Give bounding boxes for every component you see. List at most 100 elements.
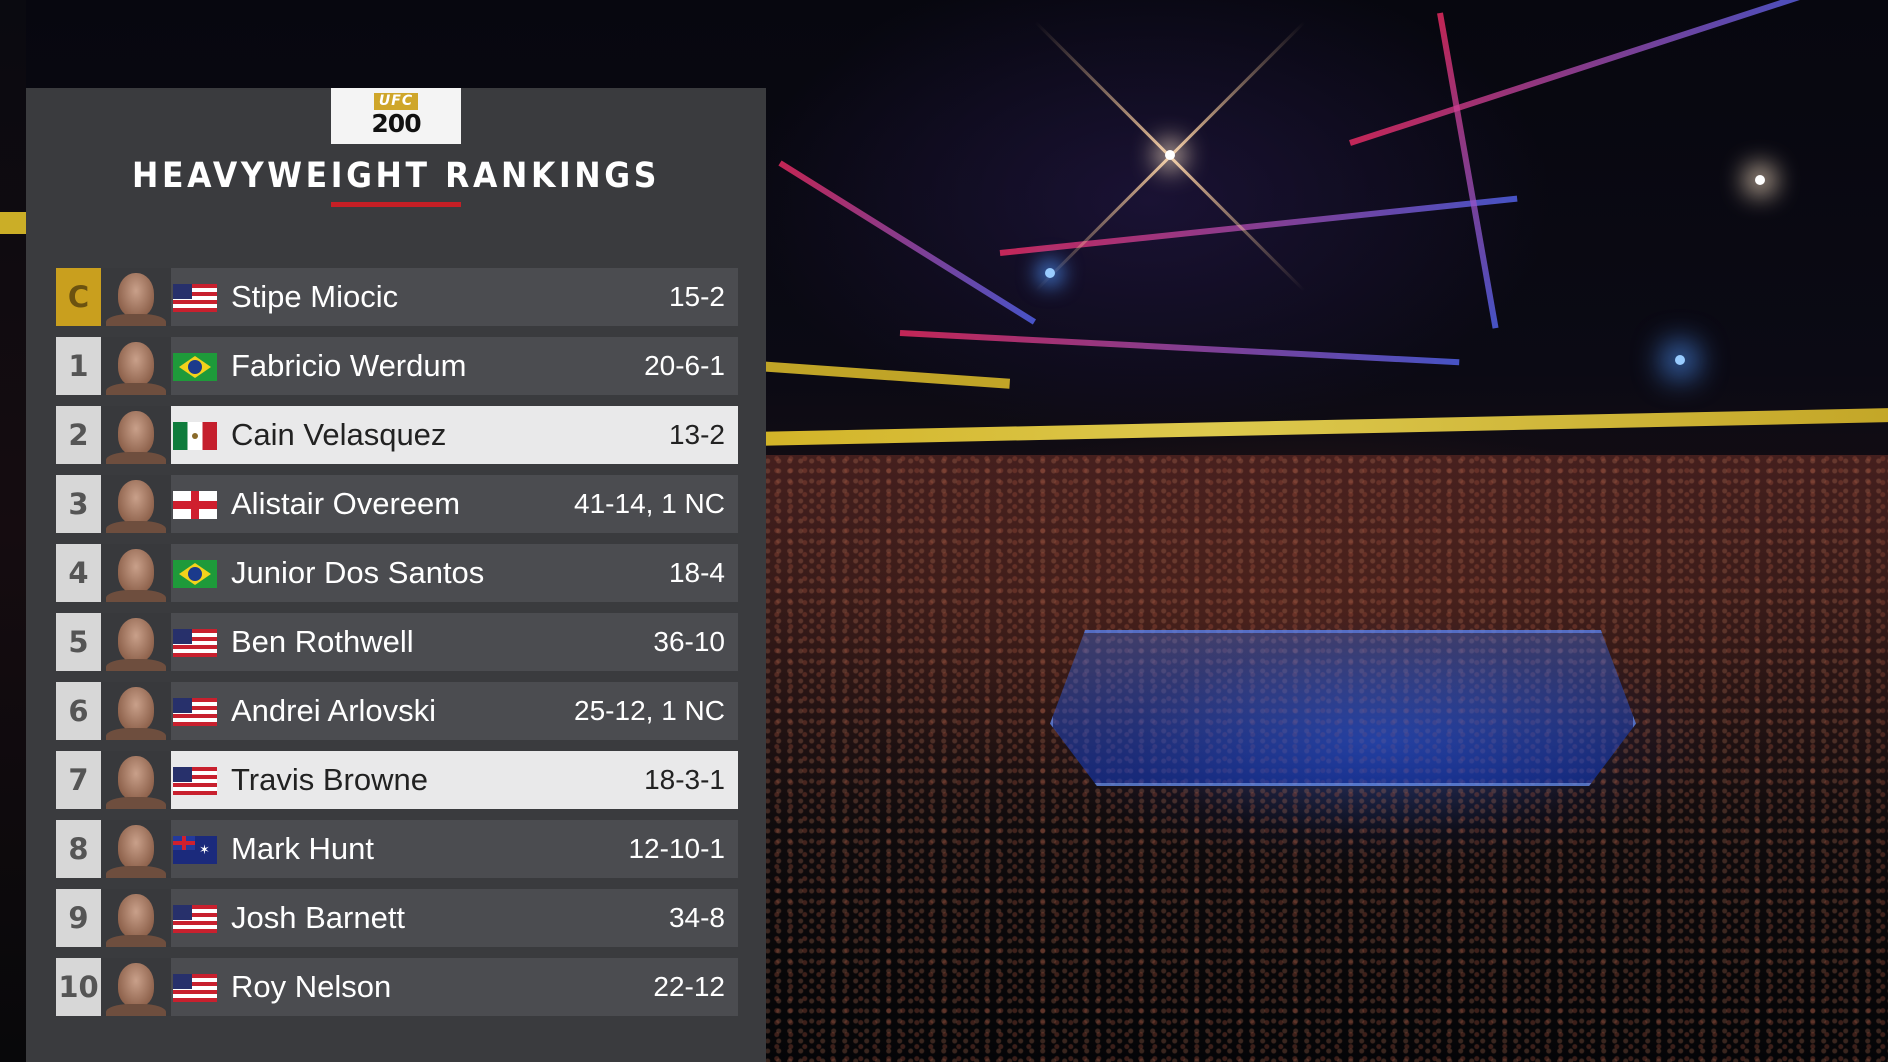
fighter-head	[118, 618, 154, 662]
ranking-row: 10 Roy Nelson 22-12	[56, 958, 738, 1016]
title-underline	[331, 202, 461, 207]
ranking-row: 9 Josh Barnett 34-8	[56, 889, 738, 947]
fighter-record: 18-3-1	[644, 764, 725, 795]
rank-badge: 3	[56, 475, 101, 533]
lighting-truss	[899, 330, 1460, 366]
fighter-bar: Fabricio Werdum 20-6-1	[171, 337, 738, 395]
fighter-shoulders	[106, 866, 166, 878]
fighter-photo	[101, 613, 171, 671]
fighter-photo	[101, 406, 171, 464]
fighter-photo	[101, 475, 171, 533]
flag-en-icon	[173, 491, 217, 519]
rankings-panel: UFC 200 HEAVYWEIGHT RANKINGS C Stipe Mio…	[26, 88, 766, 1062]
fighter-shoulders	[106, 383, 166, 395]
lighting-truss	[1349, 0, 1827, 146]
lighting-truss	[778, 160, 1037, 325]
fighter-record: 20-6-1	[644, 350, 725, 381]
fighter-bar: Mark Hunt 12-10-1	[171, 820, 738, 878]
fighter-head	[118, 963, 154, 1007]
fighter-bar: Alistair Overeem 41-14, 1 NC	[171, 475, 738, 533]
fighter-name: Travis Browne	[231, 762, 428, 797]
fighter-record: 41-14, 1 NC	[574, 488, 725, 519]
fighter-record: 22-12	[653, 971, 725, 1002]
ranking-row: 3 Alistair Overeem 41-14, 1 NC	[56, 475, 738, 533]
flag-br-icon	[173, 560, 217, 588]
fighter-name: Cain Velasquez	[231, 417, 447, 452]
rank-badge: 6	[56, 682, 101, 740]
ufc-logo-text: UFC	[373, 93, 419, 110]
fighter-photo	[101, 820, 171, 878]
fighter-shoulders	[106, 728, 166, 740]
flag-us-icon	[173, 974, 217, 1002]
lighting-truss	[1437, 12, 1499, 329]
fighter-photo	[101, 682, 171, 740]
fighter-record: 15-2	[668, 281, 725, 312]
rank-badge: 2	[56, 406, 101, 464]
flag-mx-icon	[173, 422, 217, 450]
fighter-bar: Josh Barnett 34-8	[171, 889, 738, 947]
flag-us-icon	[173, 284, 217, 312]
fighter-record: 13-2	[668, 419, 725, 450]
fighter-bar: Stipe Miocic 15-2	[171, 268, 738, 326]
fighter-head	[118, 549, 154, 593]
fighter-name: Mark Hunt	[231, 831, 374, 866]
rank-badge: 7	[56, 751, 101, 809]
ranking-row: 4 Junior Dos Santos 18-4	[56, 544, 738, 602]
fighter-name: Stipe Miocic	[231, 279, 399, 314]
ranking-row: C Stipe Miocic 15-2	[56, 268, 738, 326]
fighter-photo	[101, 268, 171, 326]
ranking-row: 1 Fabricio Werdum 20-6-1	[56, 337, 738, 395]
fighter-name: Junior Dos Santos	[231, 555, 485, 590]
flag-br-icon	[173, 353, 217, 381]
left-edge	[0, 0, 26, 1062]
event-logo: UFC 200	[331, 88, 461, 144]
flag-au-icon	[173, 836, 217, 864]
fighter-record: 18-4	[668, 557, 725, 588]
fighter-bar: Junior Dos Santos 18-4	[171, 544, 738, 602]
fighter-shoulders	[106, 314, 166, 326]
fighter-bar: Andrei Arlovski 25-12, 1 NC	[171, 682, 738, 740]
ranking-row: 8 Mark Hunt 12-10-1	[56, 820, 738, 878]
fighter-head	[118, 411, 154, 455]
spotlight	[1045, 268, 1055, 278]
rank-badge: 9	[56, 889, 101, 947]
fighter-record: 36-10	[653, 626, 725, 657]
flag-us-icon	[173, 629, 217, 657]
flag-us-icon	[173, 698, 217, 726]
spotlight	[1675, 355, 1685, 365]
fighter-shoulders	[106, 1004, 166, 1016]
octagon-cage	[1050, 630, 1636, 786]
fighter-head	[118, 273, 154, 317]
fighter-shoulders	[106, 452, 166, 464]
fighter-photo	[101, 337, 171, 395]
flag-us-icon	[173, 767, 217, 795]
fighter-shoulders	[106, 935, 166, 947]
fighter-head	[118, 342, 154, 386]
fighter-shoulders	[106, 797, 166, 809]
rank-badge: C	[56, 268, 101, 326]
flag-us-icon	[173, 905, 217, 933]
fighter-record: 12-10-1	[628, 833, 725, 864]
ranking-row: 6 Andrei Arlovski 25-12, 1 NC	[56, 682, 738, 740]
spotlight	[1755, 175, 1765, 185]
fighter-photo	[101, 544, 171, 602]
fighter-record: 25-12, 1 NC	[574, 695, 725, 726]
fighter-photo	[101, 751, 171, 809]
fighter-photo	[101, 958, 171, 1016]
fighter-bar: Roy Nelson 22-12	[171, 958, 738, 1016]
fighter-name: Ben Rothwell	[231, 624, 414, 659]
rank-badge: 1	[56, 337, 101, 395]
fighter-bar: Travis Browne 18-3-1	[171, 751, 738, 809]
fighter-head	[118, 825, 154, 869]
fighter-name: Josh Barnett	[231, 900, 406, 935]
rank-badge: 5	[56, 613, 101, 671]
spotlight	[1165, 150, 1175, 160]
fighter-shoulders	[106, 659, 166, 671]
rank-badge: 10	[56, 958, 101, 1016]
rankings-title: HEAVYWEIGHT RANKINGS	[131, 156, 660, 196]
ranking-row: 7 Travis Browne 18-3-1	[56, 751, 738, 809]
ranking-row: 5 Ben Rothwell 36-10	[56, 613, 738, 671]
fighter-name: Roy Nelson	[231, 969, 392, 1004]
fighter-name: Andrei Arlovski	[231, 693, 437, 728]
rank-badge: 4	[56, 544, 101, 602]
